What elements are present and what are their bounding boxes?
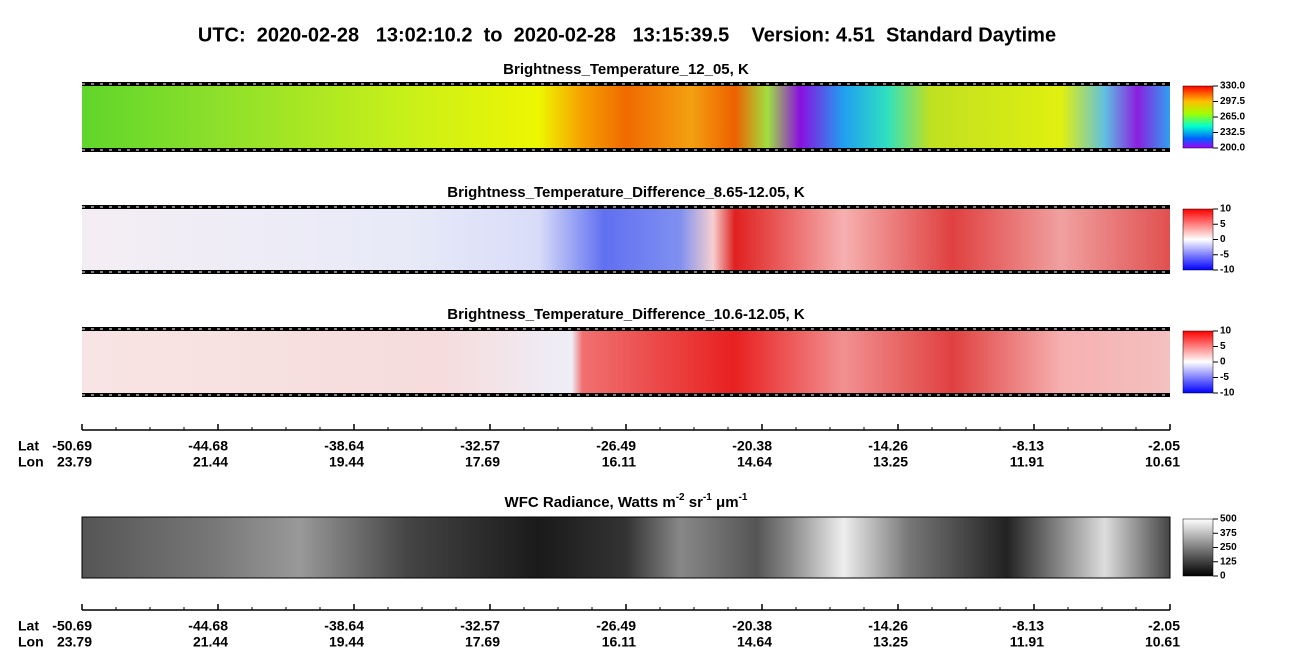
lon-value: 17.69 xyxy=(465,634,500,650)
colorbar xyxy=(1182,208,1214,271)
lat-value: -32.57 xyxy=(460,618,500,634)
lat-value: -50.69 xyxy=(52,438,92,454)
lon-value: 19.44 xyxy=(329,634,364,650)
lon-value: 11.91 xyxy=(1010,634,1044,650)
colorbar-label: 297.5 xyxy=(1220,96,1245,107)
title-part: -2 xyxy=(676,492,685,503)
lon-value: 17.69 xyxy=(465,454,500,470)
colorbar-label: 200.0 xyxy=(1220,143,1245,154)
colorbar-label: 500 xyxy=(1220,514,1237,525)
colorbar-label: -10 xyxy=(1220,265,1235,276)
lon-value: 23.79 xyxy=(57,634,92,650)
colorbar-label: 375 xyxy=(1220,528,1237,539)
colorbar xyxy=(1182,518,1214,577)
panel-title: Brightness_Temperature_12_05, K xyxy=(503,61,749,78)
panel-image xyxy=(81,516,1171,579)
panel-image xyxy=(82,329,1170,395)
panel-title: Brightness_Temperature_Difference_10.6-1… xyxy=(447,306,805,323)
lon-value: 16.11 xyxy=(602,454,636,470)
colorbar-label: 265.0 xyxy=(1220,112,1245,123)
panel-title: WFC Radiance, Watts m-2 sr-1 μm-1 xyxy=(505,492,748,511)
colorbar-label: -5 xyxy=(1220,372,1229,383)
lon-value: 11.91 xyxy=(1010,454,1044,470)
lon-value: 10.61 xyxy=(1145,634,1180,650)
colorbar xyxy=(1182,330,1214,394)
lat-value: -2.05 xyxy=(1148,618,1180,634)
panel-title: Brightness_Temperature_Difference_8.65-1… xyxy=(447,184,805,201)
lon-label: Lon xyxy=(18,454,44,470)
title-part: -1 xyxy=(703,492,712,503)
colorbar-label: 10 xyxy=(1220,326,1232,337)
lon-value: 19.44 xyxy=(329,454,364,470)
lat-value: -44.68 xyxy=(188,438,228,454)
lon-value: 21.44 xyxy=(193,454,228,470)
colorbar-label: 5 xyxy=(1220,341,1226,352)
lat-label: Lat xyxy=(18,438,39,454)
lon-value: 14.64 xyxy=(737,454,772,470)
colorbar-label: 232.5 xyxy=(1220,127,1245,138)
lat-value: -14.26 xyxy=(868,438,908,454)
panel-image xyxy=(82,207,1170,272)
colorbar-label: 5 xyxy=(1220,219,1226,230)
lon-value: 10.61 xyxy=(1145,454,1180,470)
colorbar-label: -10 xyxy=(1220,388,1235,399)
lon-value: 23.79 xyxy=(57,454,92,470)
lon-value: 13.25 xyxy=(873,634,908,650)
colorbar-label: 0 xyxy=(1220,571,1226,582)
lat-value: -20.38 xyxy=(732,618,772,634)
colorbar-label: 0 xyxy=(1220,234,1226,245)
colorbar-label: 250 xyxy=(1220,542,1237,553)
lon-value: 16.11 xyxy=(602,634,636,650)
lon-value: 21.44 xyxy=(193,634,228,650)
lat-value: -38.64 xyxy=(324,618,364,634)
colorbar xyxy=(1182,85,1214,149)
lat-value: -44.68 xyxy=(188,618,228,634)
title: UTC: 2020-02-28 13:02:10.2 to 2020-02-28… xyxy=(198,24,1056,46)
colorbar-label: 0 xyxy=(1220,357,1226,368)
lat-value: -8.13 xyxy=(1012,438,1044,454)
lon-value: 14.64 xyxy=(737,634,772,650)
lat-label: Lat xyxy=(18,618,39,634)
lon-label: Lon xyxy=(18,634,44,650)
panel-image xyxy=(82,84,1170,150)
colorbar-label: 330.0 xyxy=(1220,81,1245,92)
lat-value: -50.69 xyxy=(52,618,92,634)
colorbar-label: 125 xyxy=(1220,556,1237,567)
lat-value: -26.49 xyxy=(596,618,636,634)
colorbar-label: 10 xyxy=(1220,204,1232,215)
lat-value: -20.38 xyxy=(732,438,772,454)
title-part: -1 xyxy=(739,492,748,503)
lat-value: -32.57 xyxy=(460,438,500,454)
lon-value: 13.25 xyxy=(873,454,908,470)
title-part: WFC Radiance, Watts m xyxy=(505,494,676,511)
title-part: sr xyxy=(685,494,704,511)
title-part: μm xyxy=(712,494,739,511)
lat-value: -14.26 xyxy=(868,618,908,634)
lat-value: -26.49 xyxy=(596,438,636,454)
colorbar-label: -5 xyxy=(1220,249,1229,260)
lat-value: -2.05 xyxy=(1148,438,1180,454)
lat-value: -38.64 xyxy=(324,438,364,454)
lat-value: -8.13 xyxy=(1012,618,1044,634)
